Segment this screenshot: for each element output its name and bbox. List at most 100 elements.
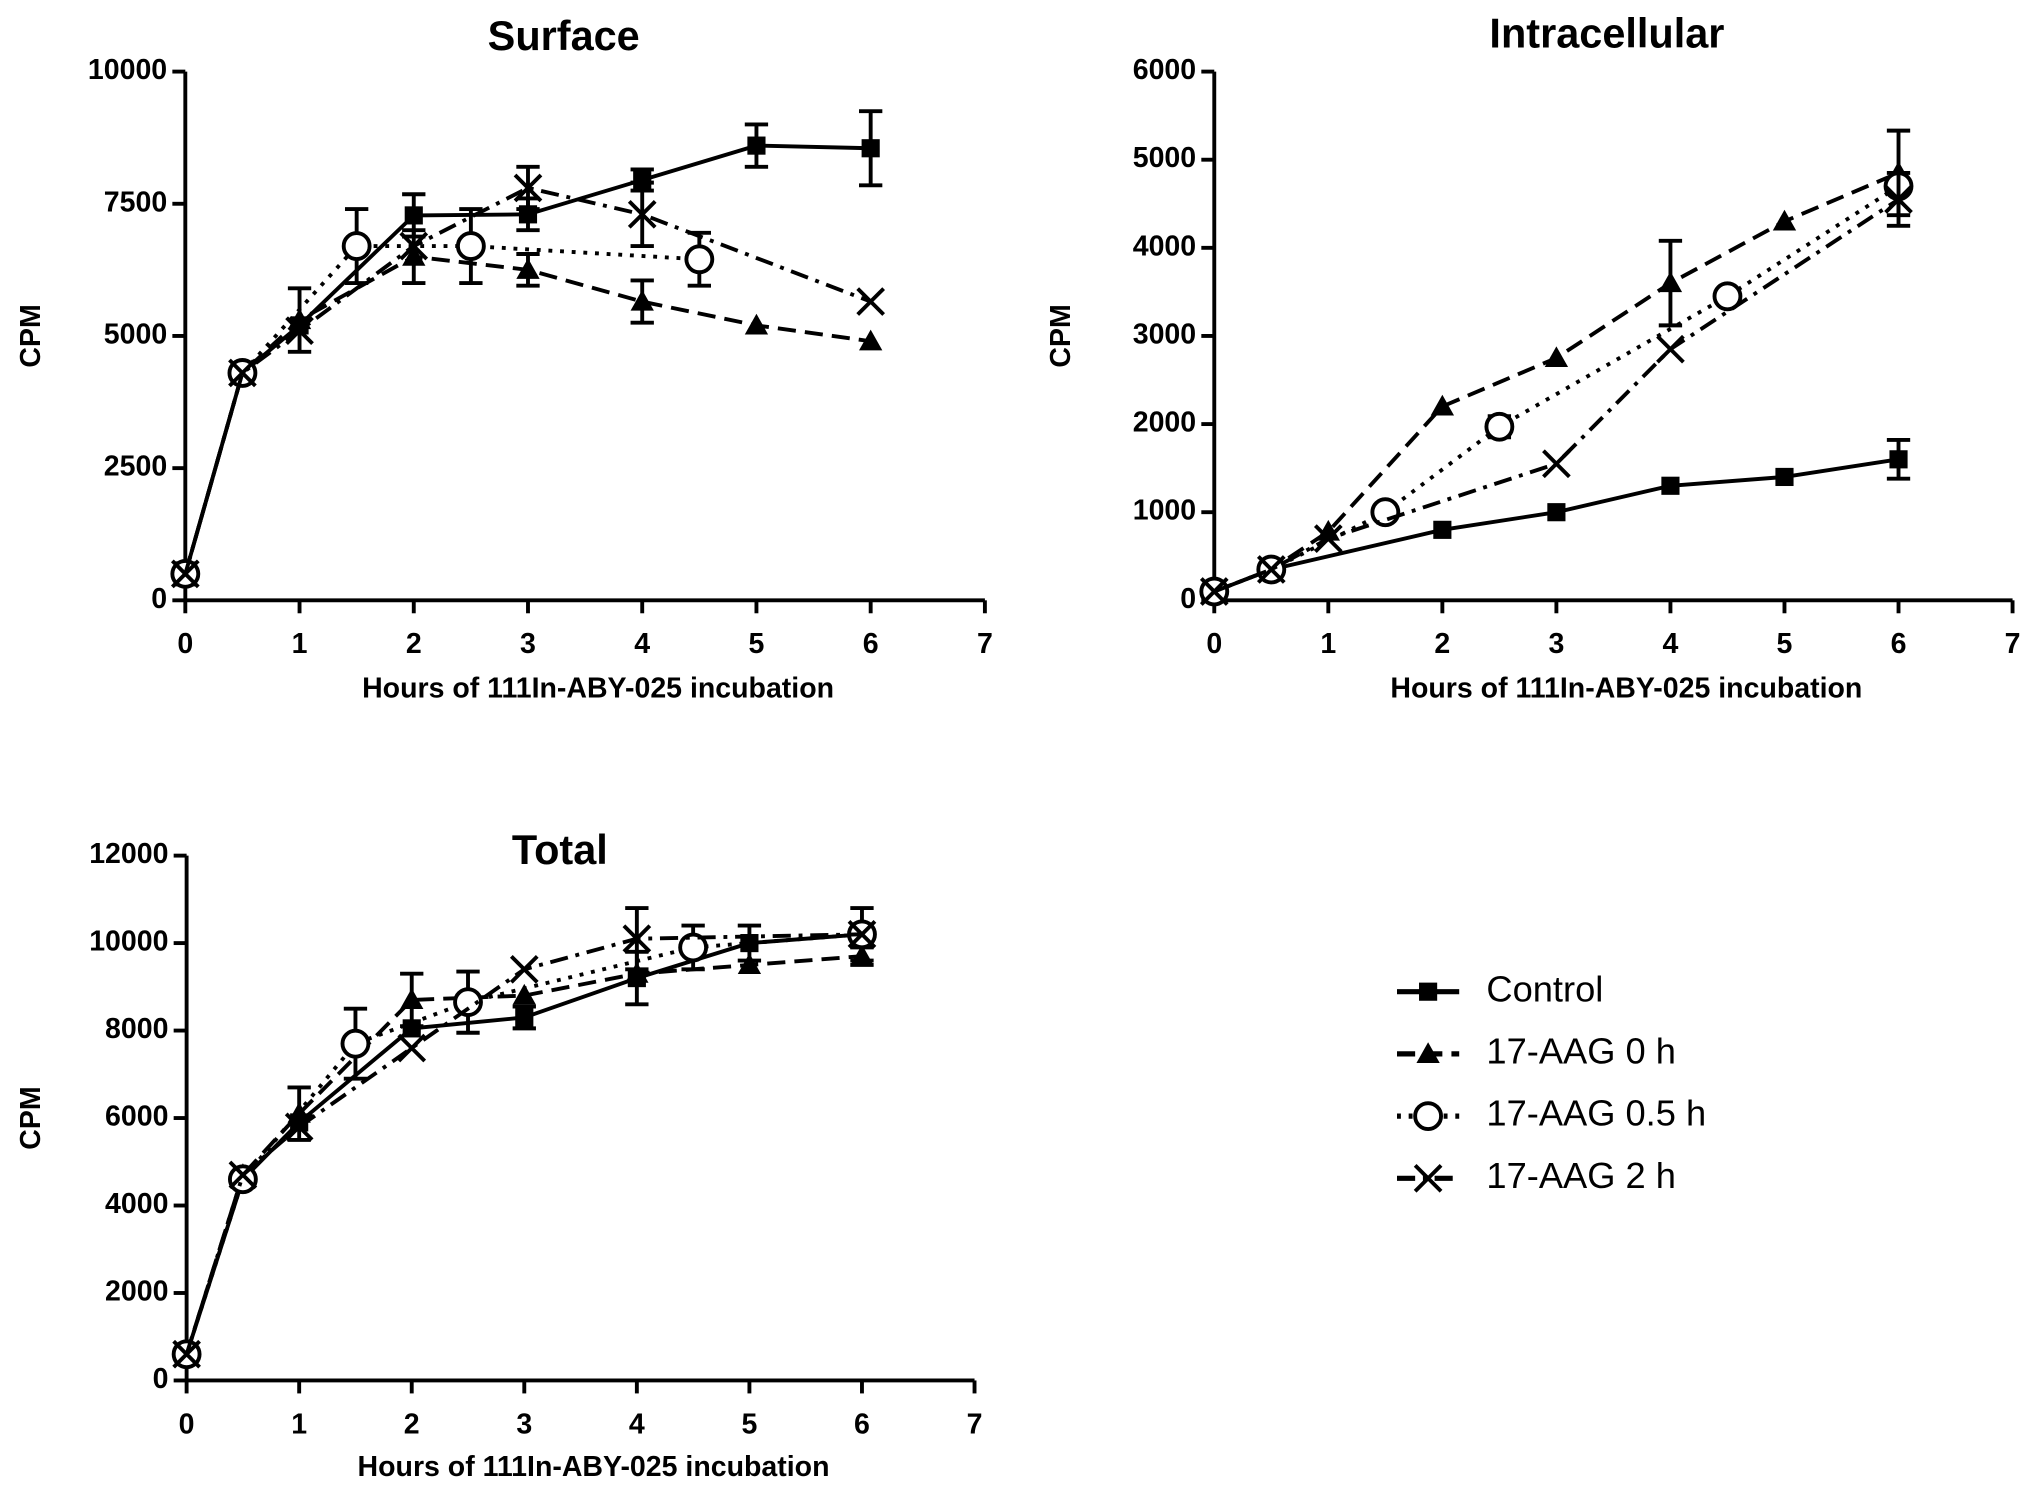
marker — [1413, 1101, 1444, 1131]
x-tick-label: 2 — [404, 1408, 420, 1440]
marker — [1775, 467, 1794, 487]
x-tick-label: 0 — [1206, 628, 1222, 660]
x-tick-label: 1 — [291, 1408, 307, 1440]
marker — [1656, 334, 1685, 364]
marker — [1712, 281, 1743, 312]
x-tick-label: 1 — [292, 628, 308, 660]
marker — [1544, 346, 1569, 368]
marker — [285, 316, 314, 346]
x-tick-label: 7 — [967, 1408, 983, 1440]
y-tick-label: 2000 — [1133, 407, 1196, 439]
marker — [859, 329, 883, 351]
marker — [397, 1033, 427, 1063]
x-tick-label: 7 — [2005, 628, 2021, 660]
x-tick-label: 2 — [1434, 628, 1450, 660]
y-tick-label: 12000 — [89, 838, 168, 870]
y-tick-label: 4000 — [1133, 230, 1196, 262]
x-tick-label: 6 — [863, 628, 879, 660]
marker — [1884, 185, 1913, 214]
y-tick-label: 5000 — [104, 318, 167, 350]
chart-title: Total — [512, 826, 608, 873]
x-tick-label: 5 — [741, 1408, 757, 1440]
x-tick-label: 1 — [1320, 628, 1336, 660]
y-tick-label: 6000 — [1133, 54, 1196, 86]
marker — [455, 231, 486, 261]
x-tick-label: 6 — [854, 1408, 870, 1440]
x-tick-label: 3 — [516, 1408, 532, 1440]
x-tick-label: 5 — [749, 628, 765, 660]
marker — [512, 983, 536, 1005]
marker — [1413, 1163, 1443, 1193]
x-tick-label: 3 — [520, 628, 536, 660]
marker — [399, 231, 429, 261]
chart-title: Intracellular — [1489, 10, 1724, 57]
x-tick-label: 4 — [634, 628, 650, 660]
marker — [1419, 982, 1438, 1001]
y-tick-label: 3000 — [1133, 318, 1196, 350]
x-tick-label: 2 — [406, 628, 422, 660]
series-line — [183, 185, 872, 575]
legend-label: 17-AAG 0.5 h — [1486, 1093, 1706, 1134]
marker — [861, 139, 880, 158]
marker — [513, 173, 543, 203]
marker — [400, 988, 424, 1010]
x-tick-label: 4 — [629, 1408, 645, 1440]
marker — [515, 1008, 534, 1027]
x-tick-label: 3 — [1548, 628, 1564, 660]
marker — [1256, 555, 1286, 584]
y-tick-label: 0 — [153, 1363, 169, 1395]
marker — [625, 962, 649, 983]
marker — [1313, 524, 1343, 553]
y-tick-label: 5000 — [1133, 142, 1196, 174]
marker — [284, 1112, 314, 1142]
marker — [1661, 476, 1680, 495]
marker — [404, 206, 423, 225]
marker — [228, 358, 257, 388]
y-tick-label: 8000 — [105, 1013, 168, 1045]
y-tick-label: 0 — [151, 583, 167, 615]
series-line — [1213, 197, 1900, 594]
y-tick-label: 4000 — [105, 1188, 168, 1220]
marker — [402, 1019, 421, 1038]
marker — [737, 953, 762, 975]
marker — [747, 136, 766, 155]
series-line — [183, 254, 871, 575]
legend-label: 17-AAG 0 h — [1486, 1030, 1676, 1071]
y-axis-label: CPM — [15, 1086, 47, 1149]
y-axis-label: CPM — [1045, 304, 1077, 367]
x-tick-label: 0 — [177, 628, 193, 660]
marker — [340, 1028, 371, 1059]
x-tick-label: 4 — [1663, 628, 1679, 660]
x-tick-label: 6 — [1891, 628, 1907, 660]
marker — [684, 244, 715, 275]
y-tick-label: 0 — [1180, 583, 1196, 615]
x-tick-label: 0 — [179, 1408, 195, 1440]
marker — [630, 289, 654, 311]
y-tick-label: 2000 — [105, 1276, 168, 1308]
x-axis-label: Hours of 111In-ABY-025 incubation — [362, 672, 834, 704]
marker — [847, 920, 877, 949]
legend-label: Control — [1486, 968, 1603, 1009]
marker — [1547, 503, 1566, 522]
x-axis-label: Hours of 111In-ABY-025 incubation — [358, 1451, 830, 1483]
series-line — [1213, 184, 1900, 594]
marker — [1430, 394, 1455, 416]
marker — [172, 1339, 201, 1369]
marker — [228, 1160, 258, 1190]
marker — [1772, 209, 1797, 231]
y-tick-label: 2500 — [104, 451, 167, 483]
marker — [227, 1164, 258, 1195]
legend-label: 17-AAG 2 h — [1486, 1155, 1676, 1196]
marker — [744, 313, 769, 335]
x-axis-label: Hours of 111In-ABY-025 incubation — [1390, 672, 1862, 704]
marker — [1889, 450, 1908, 469]
y-tick-label: 10000 — [89, 926, 168, 958]
marker — [622, 924, 652, 954]
y-tick-label: 1000 — [1133, 495, 1196, 527]
marker — [1433, 520, 1452, 539]
marker — [856, 287, 886, 316]
marker — [453, 987, 483, 1018]
marker — [850, 944, 874, 966]
